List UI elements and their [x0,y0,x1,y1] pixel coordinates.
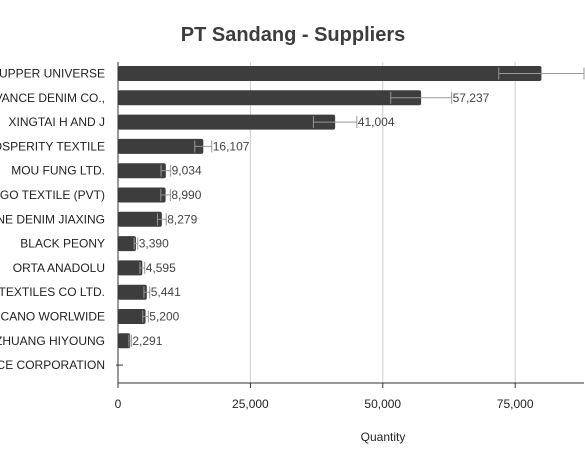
bar [118,260,143,276]
x-axis-title: Quantity [361,430,406,444]
category-label: NE DENIM JIAXING [0,212,105,226]
category-label: CANO WORLWIDE [1,310,105,324]
value-label: 3,390 [139,237,169,251]
error-bar [128,334,132,347]
category-label: VANCE DENIM CO., [0,91,105,105]
bar [118,114,336,130]
category-label: ORTA ANADOLU [13,261,105,275]
value-label: 57,237 [453,91,490,105]
error-bar [312,116,358,129]
category-label: XINGTAI H AND J [9,115,105,129]
category-label: IGO TEXTILE (PVT) [0,188,105,202]
value-label: 2,291 [132,334,162,348]
category-label: OSPERITY TEXTILE [0,139,105,153]
value-label: 5,441 [151,285,181,299]
value-label: 41,004 [358,115,395,129]
value-label: 16,107 [213,139,250,153]
value-label: 4,595 [146,261,176,275]
grid-lines [249,62,516,383]
category-label: TEXTILES CO LTD. [0,285,105,299]
x-axis-ticks: 0 25,000 50,000 75,000 [115,383,534,411]
error-bar [160,189,171,201]
x-tick-label: 0 [115,397,122,411]
category-labels: UPPER UNIVERSE VANCE DENIM CO., XINGTAI H … [0,67,105,373]
category-label: MOU FUNG LTD. [11,164,105,178]
value-label: 8,279 [167,212,197,226]
error-bar [139,261,146,274]
value-label: 9,034 [172,164,202,178]
category-label: BLACK PEONY [20,237,105,251]
error-bar-group [128,67,585,347]
error-bar [156,213,167,226]
chart-title: PT Sandang - Suppliers [181,24,405,46]
x-tick-label: 75,000 [497,397,534,411]
value-label: 8,990 [171,188,201,202]
bar [118,284,147,300]
bar-group [116,66,542,366]
x-tick-label: 50,000 [364,397,401,411]
bar [118,211,162,227]
bar [118,163,166,179]
bar [118,66,542,81]
error-bar [133,237,139,250]
bar [118,333,131,349]
value-label: 5,200 [149,310,179,324]
error-bar [160,164,172,177]
x-tick-label: 25,000 [232,397,269,411]
bar [118,187,166,203]
bar [118,236,136,252]
bar [118,138,204,154]
bar [118,309,146,324]
error-bar [194,140,213,153]
category-label: ZHUANG HIYOUNG [0,334,105,348]
bar [118,90,422,106]
value-labels: 79,96357,23741,00416,1079,0348,9908,2793… [132,91,490,348]
category-label: CE CORPORATION [0,358,105,372]
error-bar [143,286,151,299]
category-label: UPPER UNIVERSE [0,67,105,81]
error-bar [390,91,453,104]
error-bar [498,67,585,80]
error-bar [142,310,149,323]
